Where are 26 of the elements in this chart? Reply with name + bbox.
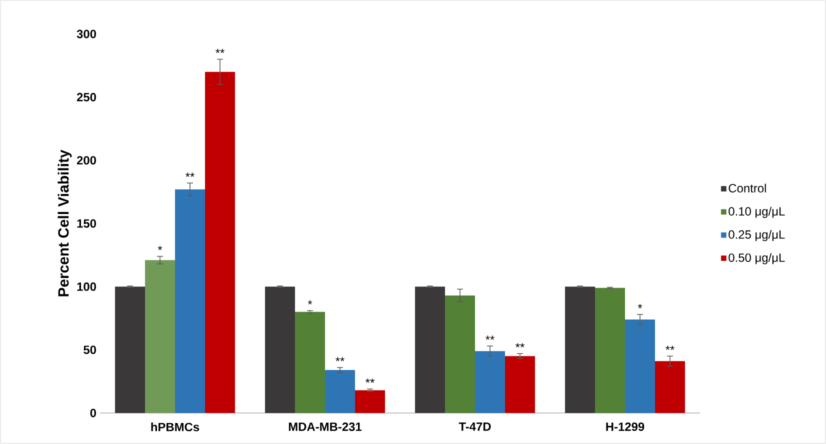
legend-label: 0.25 μg/μL [728,230,785,242]
y-tick-label: 250 [76,92,96,102]
y-tick-label: 0 [90,408,96,418]
x-tick-label: H-1299 [606,422,644,431]
y-tick-label: 200 [76,156,96,165]
data-label: ** [486,336,494,340]
y-tick-label: 150 [77,219,96,228]
data-label: * [158,246,162,250]
legend-label: 0.10 μg/μL [728,206,785,218]
data-label: ** [336,357,344,362]
x-tick-label: T-47D [458,422,491,431]
x-tick-label: hPBMCs [151,422,200,432]
data-label: * [308,300,312,304]
y-tick-label: 300 [76,30,96,38]
data-label: ** [216,48,224,54]
y-axis-title: Percent Cell Viability [58,150,72,296]
data-label: ** [186,172,194,177]
data-label: ** [516,343,524,348]
data-label: ** [666,346,674,350]
data-label: ** [366,378,374,383]
legend-label: Control [728,184,766,192]
y-tick-label: 100 [77,282,96,291]
legend-label: 0.50 μg/μL [728,253,785,264]
y-tick-label: 50 [84,346,96,354]
x-tick-label: MDA-MB-231 [288,422,362,431]
data-label: * [638,304,642,308]
